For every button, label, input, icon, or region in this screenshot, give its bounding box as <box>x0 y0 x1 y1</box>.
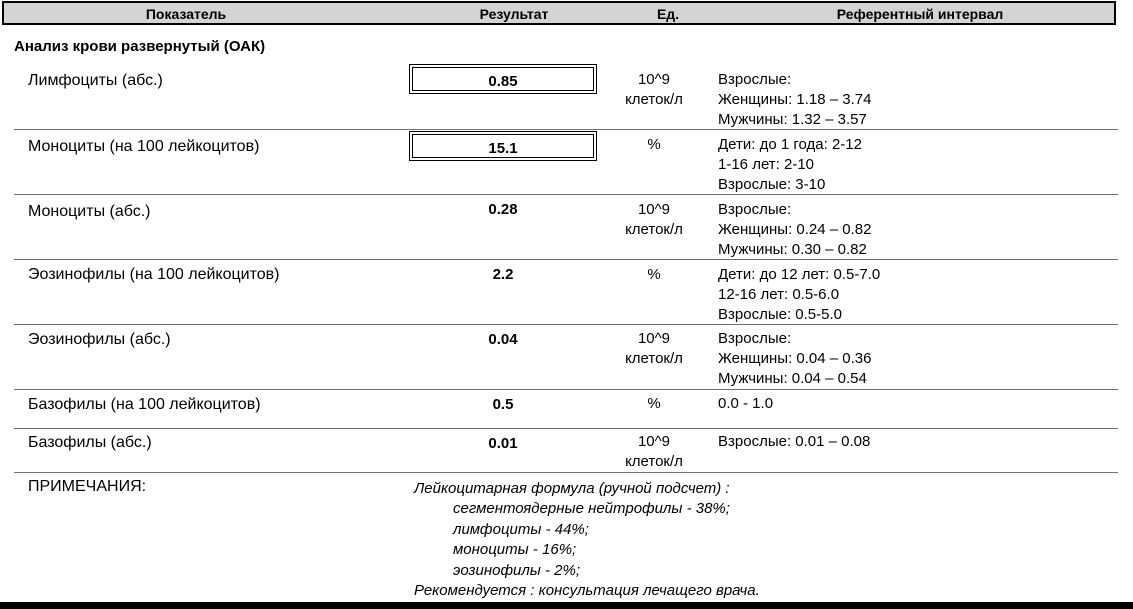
unit: % <box>647 136 661 153</box>
unit: 10^9 клеток/л <box>625 330 683 367</box>
notes-text: Лейкоцитарная формула (ручной подсчет) :… <box>414 480 760 600</box>
result-value: 0.01 <box>488 435 518 452</box>
section-title: Анализ крови развернутый (ОАК) <box>14 38 266 55</box>
footer-divider <box>0 602 1133 609</box>
result-value-flagged: 0.85 <box>409 64 597 94</box>
notes-label: ПРИМЕЧАНИЯ: <box>28 478 147 495</box>
unit: 10^9 клеток/л <box>625 433 683 470</box>
reference-interval: Дети: до 12 лет: 0.5-7.0 12-16 лет: 0.5-6… <box>718 266 881 323</box>
header-indicator: Показатель <box>145 6 227 22</box>
indicator-name: Эозинофилы (абс.) <box>28 331 171 348</box>
table-row: Лимфоциты (абс.) 0.85 10^9 клеток/л Взрос… <box>14 64 1118 130</box>
reference-interval: 0.0 - 1.0 <box>718 395 774 412</box>
unit: % <box>647 395 661 412</box>
reference-interval: Взрослые: Женщины: 0.04 – 0.36 Мужчины: 0.… <box>718 330 872 387</box>
result-value-flagged: 15.1 <box>409 131 597 161</box>
table-row: Моноциты (на 100 лейкоцитов) 15.1 % Дети… <box>14 130 1118 195</box>
table-row: Эозинофилы (на 100 лейкоцитов) 2.2 % Дет… <box>14 260 1118 325</box>
result-value: 0.5 <box>492 396 514 413</box>
table-row: Эозинофилы (абс.) 0.04 10^9 клеток/л Взро… <box>14 325 1118 390</box>
indicator-name: Моноциты (абс.) <box>28 203 151 220</box>
reference-interval: Взрослые: Женщины: 1.18 – 3.74 Мужчины: 1.… <box>718 71 872 128</box>
result-value: 0.04 <box>488 331 518 348</box>
reference-interval: Взрослые: Женщины: 0.24 – 0.82 Мужчины: 0.… <box>718 201 872 258</box>
unit: % <box>647 266 661 283</box>
unit: 10^9 клеток/л <box>625 71 683 108</box>
reference-interval: Дети: до 1 года: 2-12 1-16 лет: 2-10 Взрос… <box>718 136 862 193</box>
indicator-name: Моноциты (на 100 лейкоцитов) <box>28 138 260 155</box>
indicator-name: Эозинофилы (на 100 лейкоцитов) <box>28 266 280 283</box>
result-value: 0.28 <box>488 201 518 218</box>
unit: 10^9 клеток/л <box>625 201 683 238</box>
indicator-name: Базофилы (абс.) <box>28 434 152 451</box>
header-unit: Ед. <box>656 6 680 22</box>
table-header: Показатель Результат Ед. Референтный инт… <box>2 1 1116 25</box>
header-reference: Референтный интервал <box>836 6 1004 22</box>
header-result: Результат <box>479 6 549 22</box>
table-row: Базофилы (на 100 лейкоцитов) 0.5 % 0.0 -… <box>14 390 1118 429</box>
table-row: Базофилы (абс.) 0.01 10^9 клеток/л Взросл… <box>14 429 1118 473</box>
table-row: Моноциты (абс.) 0.28 10^9 клеток/л Взросл… <box>14 195 1118 260</box>
result-value: 2.2 <box>492 266 514 283</box>
reference-interval: Взрослые: 0.01 – 0.08 <box>718 433 871 450</box>
indicator-name: Лимфоциты (абс.) <box>28 72 163 89</box>
indicator-name: Базофилы (на 100 лейкоцитов) <box>28 396 261 413</box>
